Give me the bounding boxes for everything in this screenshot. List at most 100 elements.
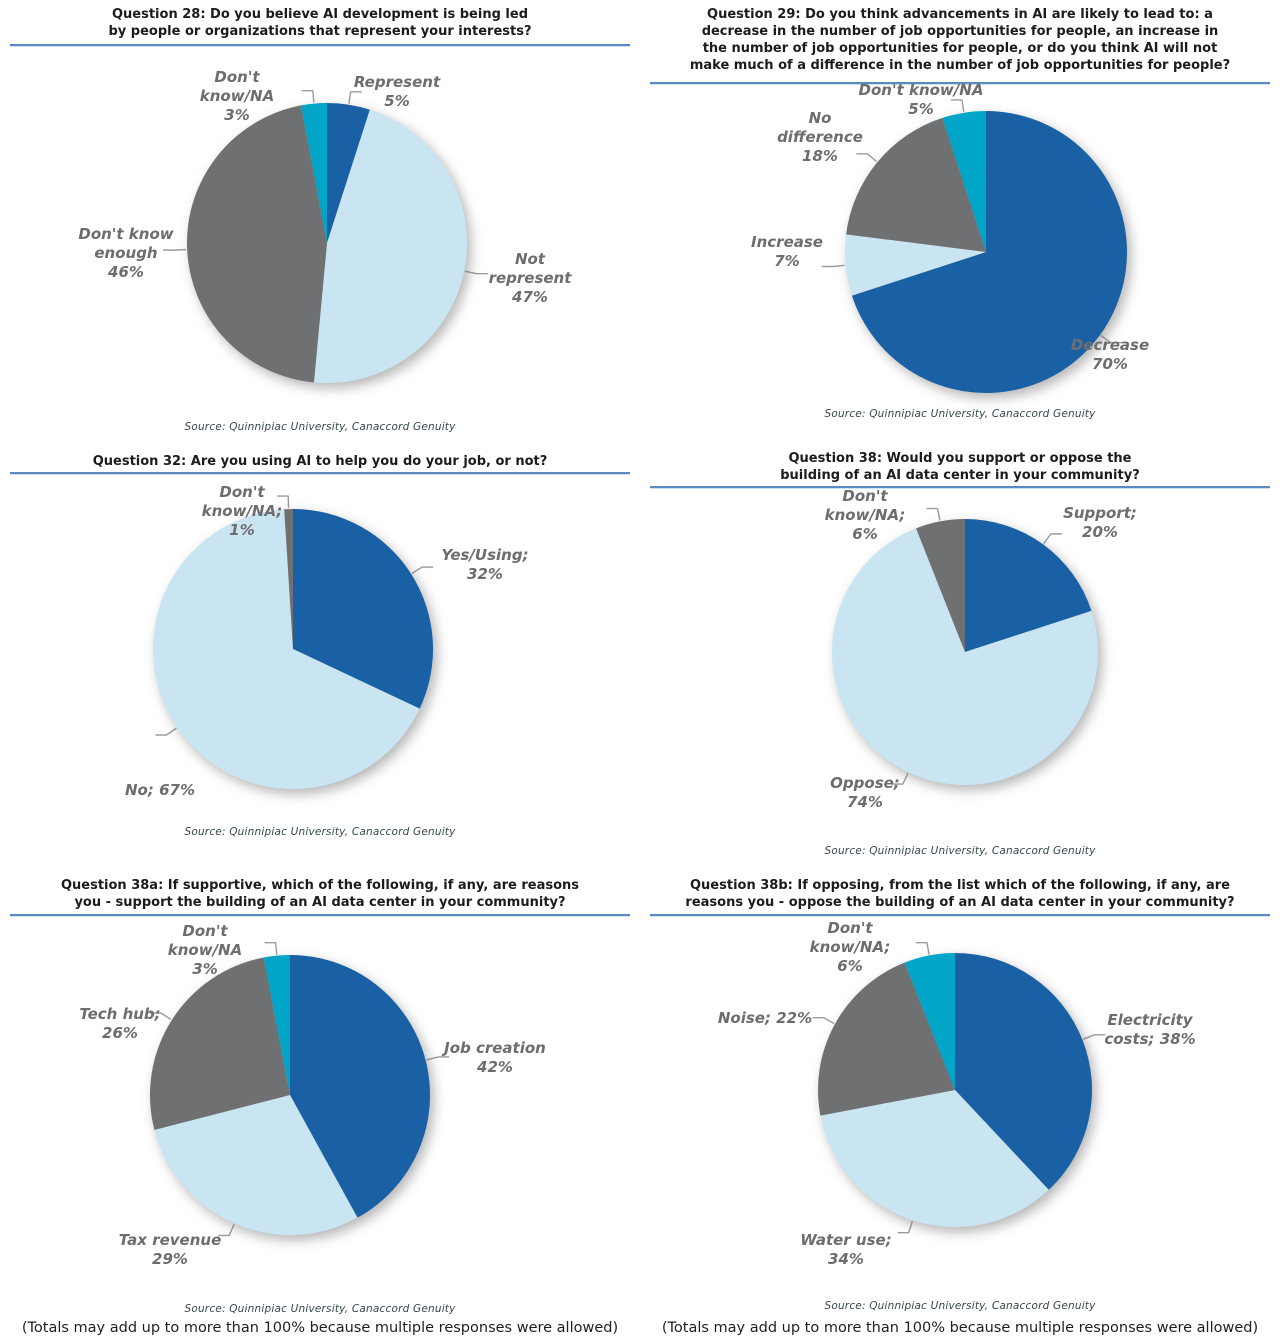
leader-line-don-t-know-na (915, 941, 930, 955)
leader-line-increase (821, 264, 845, 268)
leader-line-job-creation (426, 1056, 450, 1061)
pie-slice-decrease (851, 111, 1127, 393)
pie-slice-support (965, 519, 1092, 652)
multiple-responses-note: (Totals may add up to more than 100% bec… (661, 1320, 1259, 1336)
leader-line-don-t-know-na (301, 89, 315, 103)
pie-chart-q38 (832, 507, 1098, 785)
slice-label-dont-know-na: Don't know/NA; 6% (824, 487, 906, 543)
pie-slice-tax-revenue (154, 1095, 358, 1235)
pie-slice-yes-using (293, 509, 433, 709)
slice-label-represent: Represent 5% (353, 73, 441, 110)
leader-line-don-t-know-na (277, 495, 290, 509)
chart-card-q38: Question 38: Would you support or oppose… (640, 445, 1280, 865)
pie-slice-no-difference (846, 117, 986, 252)
pie-slices (187, 103, 467, 383)
title-divider (650, 82, 1270, 85)
source-caption: Source: Quinnipiac University, Canaccord… (824, 845, 1096, 857)
slice-label-not-represent: Not represent 47% (488, 250, 572, 306)
leader-line-electricity-costs (1083, 1034, 1106, 1040)
pie-slice-represent (327, 103, 370, 243)
title-divider (650, 914, 1270, 917)
leader-lines (149, 941, 450, 1237)
pie-slice-don-t-know-enough (187, 105, 327, 383)
pie-chart-q28 (163, 89, 488, 383)
slice-label-increase: Increase 7% (751, 233, 823, 270)
leader-line-decrease (1100, 334, 1122, 344)
source-caption: Source: Quinnipiac University, Canaccord… (184, 1303, 456, 1315)
leader-line-don-t-know-enough (163, 248, 187, 251)
slice-label-support: Support; 20% (1063, 504, 1137, 541)
pie-slice-don-t-know-na (942, 111, 986, 252)
slice-label-electricity-costs: Electricity costs; 38% (1104, 1011, 1196, 1048)
leader-lines (155, 495, 434, 736)
pie-slice-not-represent (313, 109, 467, 383)
leader-lines (812, 941, 1106, 1234)
source-caption: Source: Quinnipiac University, Canaccord… (824, 1300, 1096, 1312)
pie-slice-increase (845, 234, 986, 296)
slice-label-job-creation: Job creation 42% (444, 1039, 546, 1076)
pie-chart-q29 (821, 99, 1127, 393)
leader-line-tax-revenue (218, 1224, 235, 1237)
chart-title-q28: Question 28: Do you believe AI developme… (108, 7, 532, 39)
leader-line-don-t-know-na (950, 99, 965, 112)
chart-title-q38b: Question 38b: If opposing, from the list… (685, 878, 1235, 910)
leader-lines (891, 507, 1062, 785)
slice-label-decrease: Decrease 70% (1070, 336, 1150, 373)
pie-slices (845, 111, 1127, 393)
slice-label-dont-know-na: Don't know/NA 3% (199, 68, 275, 124)
pie-slices (150, 955, 431, 1235)
slice-label-dont-know-na: Don't know/NA; 1% (201, 483, 283, 539)
source-caption: Source: Quinnipiac University, Canaccord… (824, 408, 1096, 420)
pie-slices (153, 509, 433, 790)
pie-slice-job-creation (290, 955, 431, 1218)
leader-line-no-difference (856, 153, 878, 163)
leader-line-yes-using (411, 566, 434, 575)
pie-slice-tech-hub (150, 957, 290, 1130)
chart-card-q38a: Question 38a: If supportive, which of th… (0, 865, 640, 1343)
slice-label-yes-using: Yes/Using; 32% (441, 546, 529, 583)
slice-label-no-difference: No difference 18% (777, 109, 863, 165)
leader-line-no (155, 727, 177, 736)
pie-slice-water-use (820, 1090, 1049, 1227)
title-divider (650, 486, 1270, 489)
pie-slices (832, 519, 1098, 785)
pie-slice-no (153, 509, 420, 790)
chart-card-q32: Question 32: Are you using AI to help yo… (0, 445, 640, 865)
multiple-responses-note: (Totals may add up to more than 100% bec… (21, 1320, 619, 1336)
pie-slice-don-t-know-na (904, 953, 955, 1090)
pie-slice-electricity-costs (955, 953, 1092, 1190)
leader-lines (163, 89, 488, 275)
pie-slice-don-t-know-na (263, 955, 290, 1095)
leader-line-don-t-know-na (264, 941, 278, 955)
leader-line-water-use (897, 1221, 914, 1234)
chart-title-q38a: Question 38a: If supportive, which of th… (60, 878, 580, 910)
chart-card-q38b: Question 38b: If opposing, from the list… (640, 865, 1280, 1343)
source-caption: Source: Quinnipiac University, Canaccord… (184, 826, 456, 838)
leader-line-don-t-know-na (926, 507, 941, 521)
leader-line-tech-hub (149, 1012, 172, 1021)
pie-chart-q38a (149, 941, 450, 1237)
pie-chart-q38b (812, 941, 1106, 1234)
chart-card-q29: Question 29: Do you think advancements i… (640, 0, 1280, 445)
leader-lines (821, 99, 1122, 344)
slice-label-dont-know-na: Don't know/NA; 6% (809, 919, 891, 975)
title-divider (10, 472, 630, 475)
slice-label-water-use: Water use; 34% (800, 1231, 892, 1268)
pie-slice-don-t-know-na (284, 509, 293, 649)
leader-line-support (1043, 533, 1062, 545)
slice-label-dont-know-enough: Don't know enough 46% (78, 225, 174, 281)
pie-slice-don-t-know-na (301, 103, 327, 243)
slice-label-dont-know-na: Don't know/NA 5% (858, 81, 984, 118)
slice-label-no: No; 67% (125, 781, 195, 799)
leader-line-not-represent (464, 270, 488, 275)
title-divider (10, 914, 630, 917)
slice-label-oppose: Oppose; 74% (830, 774, 900, 811)
chart-title-q32: Question 32: Are you using AI to help yo… (92, 454, 548, 469)
title-divider (10, 44, 630, 47)
slice-label-tax-revenue: Tax revenue 29% (118, 1231, 222, 1268)
slice-label-noise: Noise; 22% (717, 1009, 813, 1027)
leader-line-oppose (891, 772, 909, 785)
pie-chart-q32 (153, 495, 434, 790)
chart-title-q38: Question 38: Would you support or oppose… (780, 451, 1140, 483)
chart-card-q28: Question 28: Do you believe AI developme… (0, 0, 640, 445)
